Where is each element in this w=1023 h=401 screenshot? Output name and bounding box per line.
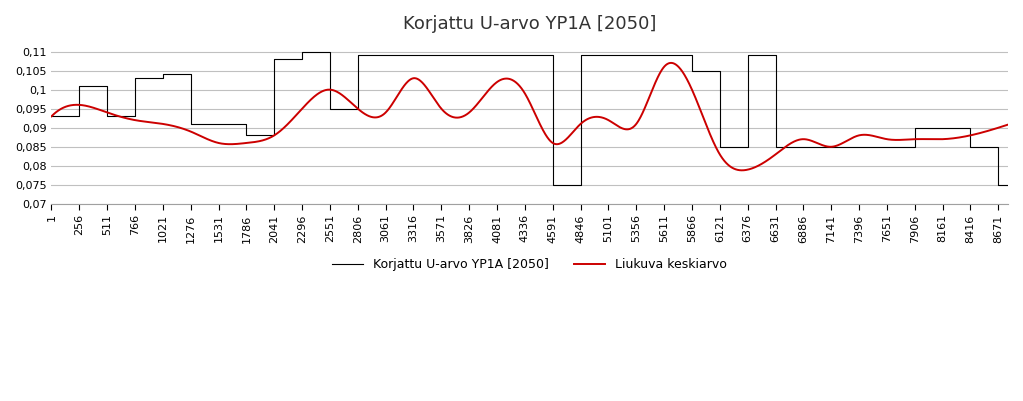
Korjattu U-arvo YP1A [2050] <box>769 144 782 149</box>
Liukuva keskiarvo <box>94 107 106 112</box>
Korjattu U-arvo YP1A [2050] <box>992 182 1005 187</box>
Korjattu U-arvo YP1A [2050] <box>463 53 476 58</box>
Korjattu U-arvo YP1A [2050] <box>296 49 308 54</box>
Korjattu U-arvo YP1A [2050] <box>129 76 141 81</box>
Liukuva keskiarvo <box>485 85 497 90</box>
Korjattu U-arvo YP1A [2050] <box>435 53 447 58</box>
Korjattu U-arvo YP1A [2050] <box>714 144 726 149</box>
Korjattu U-arvo YP1A [2050] <box>157 72 169 77</box>
Korjattu U-arvo YP1A [2050] <box>908 126 921 130</box>
Korjattu U-arvo YP1A [2050] <box>407 53 419 58</box>
Liukuva keskiarvo <box>975 130 987 135</box>
Korjattu U-arvo YP1A [2050] <box>881 144 893 149</box>
Korjattu U-arvo YP1A [2050] <box>1002 182 1014 187</box>
Korjattu U-arvo YP1A [2050] <box>853 144 865 149</box>
Korjattu U-arvo YP1A [2050] <box>603 53 615 58</box>
Line: Liukuva keskiarvo: Liukuva keskiarvo <box>51 63 1008 170</box>
Korjattu U-arvo YP1A [2050] <box>826 144 838 149</box>
Liukuva keskiarvo <box>1002 122 1014 127</box>
Korjattu U-arvo YP1A [2050] <box>575 53 587 58</box>
Liukuva keskiarvo <box>665 61 677 65</box>
Liukuva keskiarvo <box>736 168 748 173</box>
Korjattu U-arvo YP1A [2050] <box>352 53 364 58</box>
Korjattu U-arvo YP1A [2050] <box>658 53 670 58</box>
Korjattu U-arvo YP1A [2050] <box>936 126 948 130</box>
Korjattu U-arvo YP1A [2050] <box>240 133 253 138</box>
Korjattu U-arvo YP1A [2050] <box>213 122 225 126</box>
Korjattu U-arvo YP1A [2050] <box>685 68 698 73</box>
Line: Korjattu U-arvo YP1A [2050]: Korjattu U-arvo YP1A [2050] <box>51 52 1008 185</box>
Korjattu U-arvo YP1A [2050] <box>742 53 754 58</box>
Korjattu U-arvo YP1A [2050] <box>74 83 86 88</box>
Korjattu U-arvo YP1A [2050] <box>268 57 280 62</box>
Korjattu U-arvo YP1A [2050] <box>797 144 809 149</box>
Liukuva keskiarvo <box>975 130 987 135</box>
Korjattu U-arvo YP1A [2050] <box>380 53 392 58</box>
Korjattu U-arvo YP1A [2050] <box>630 53 642 58</box>
Liukuva keskiarvo <box>510 81 523 85</box>
Korjattu U-arvo YP1A [2050] <box>491 53 503 58</box>
Liukuva keskiarvo <box>799 137 811 142</box>
Title: Korjattu U-arvo YP1A [2050]: Korjattu U-arvo YP1A [2050] <box>403 15 657 33</box>
Korjattu U-arvo YP1A [2050] <box>184 122 196 126</box>
Korjattu U-arvo YP1A [2050] <box>45 114 57 119</box>
Korjattu U-arvo YP1A [2050] <box>324 106 337 111</box>
Legend: Korjattu U-arvo YP1A [2050], Liukuva keskiarvo: Korjattu U-arvo YP1A [2050], Liukuva kes… <box>327 253 732 276</box>
Liukuva keskiarvo <box>45 114 57 119</box>
Korjattu U-arvo YP1A [2050] <box>519 53 531 58</box>
Korjattu U-arvo YP1A [2050] <box>546 182 559 187</box>
Korjattu U-arvo YP1A [2050] <box>965 144 977 149</box>
Korjattu U-arvo YP1A [2050] <box>101 114 114 119</box>
